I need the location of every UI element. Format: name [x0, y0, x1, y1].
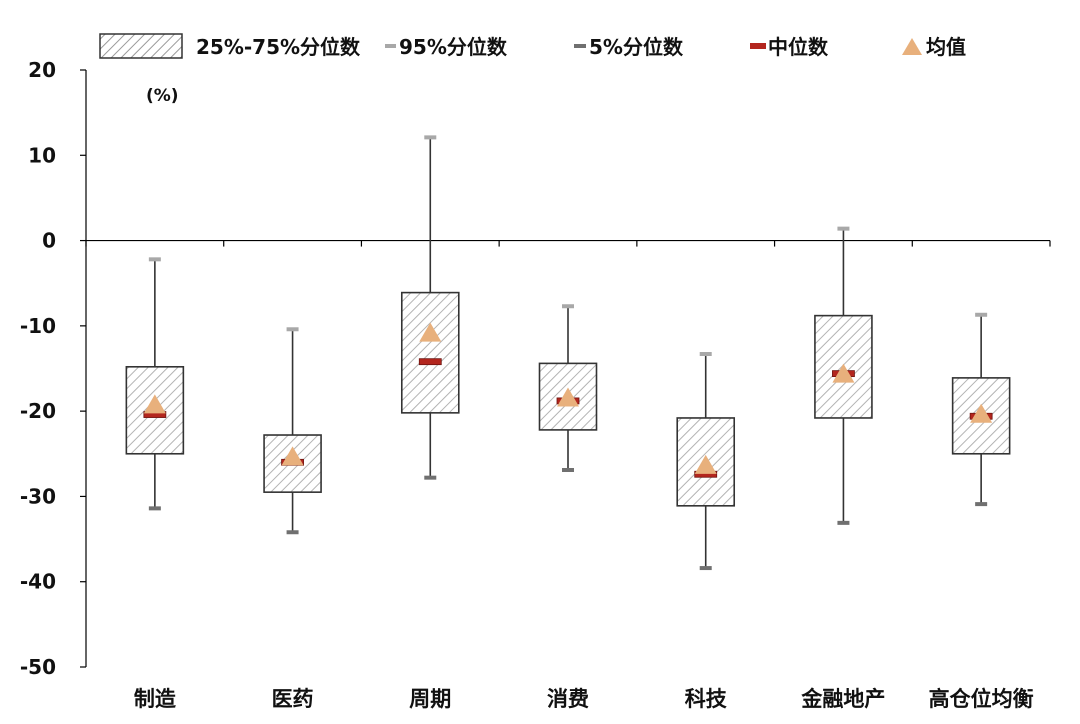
box-group — [676, 352, 736, 571]
category-label: 周期 — [409, 687, 451, 711]
mean-marker — [970, 403, 993, 423]
category-label: 制造 — [134, 687, 177, 711]
boxes — [125, 135, 1011, 571]
category-label: 科技 — [685, 687, 728, 711]
iqr-box — [400, 291, 460, 414]
legend-p5-label: 5%分位数 — [589, 35, 684, 59]
y-tick-label: -30 — [20, 484, 56, 508]
category-label: 金融地产 — [800, 687, 885, 711]
x-axis — [85, 239, 1051, 247]
box-group — [538, 304, 598, 472]
mean-marker — [557, 387, 579, 407]
legend-median-label: 中位数 — [768, 35, 829, 59]
legend-item-p5: 5%分位数 — [574, 35, 684, 59]
category-label: 医药 — [272, 687, 314, 711]
box-group — [951, 312, 1011, 507]
median-marker — [418, 358, 442, 366]
legend-item-mean: 均值 — [902, 35, 966, 59]
legend-item-p95: 95%分位数 — [385, 35, 508, 59]
mean-marker — [143, 394, 166, 414]
unit-label: (%) — [146, 86, 179, 106]
y-tick-label: 0 — [42, 229, 56, 253]
y-tick-label: -50 — [20, 655, 56, 679]
box-group — [263, 327, 322, 535]
legend-median-swatch — [750, 43, 766, 49]
legend-mean-label: 均值 — [926, 35, 966, 59]
box-group — [125, 257, 185, 511]
mean-marker — [419, 322, 442, 342]
y-axis: 20 10 0 -10 -20 -30 -40 -50 — [20, 58, 87, 679]
legend: 25%-75%分位数 95%分位数 5%分位数 中位数 均值 — [99, 33, 966, 59]
legend-item-box: 25%-75%分位数 — [99, 33, 361, 59]
y-tick-label: -20 — [20, 399, 56, 423]
y-tick-label: 20 — [28, 58, 56, 82]
box-group — [400, 135, 460, 480]
category-label: 高仓位均衡 — [929, 687, 1034, 711]
mean-marker — [694, 454, 717, 474]
mean-marker — [281, 446, 304, 466]
legend-box-label: 25%-75%分位数 — [196, 35, 361, 59]
legend-mean-swatch — [902, 38, 922, 55]
y-tick-label: -10 — [20, 314, 56, 338]
y-tick-label: 10 — [28, 143, 56, 167]
legend-p95-label: 95%分位数 — [399, 35, 508, 59]
legend-box-swatch — [99, 33, 183, 59]
category-label: 消费 — [547, 687, 589, 711]
category-labels: 制造 医药 周期 消费 科技 金融地产 高仓位均衡 — [134, 687, 1034, 711]
mean-marker — [832, 363, 855, 383]
legend-item-median: 中位数 — [750, 35, 829, 59]
y-tick-label: -40 — [20, 570, 56, 594]
box-group — [814, 226, 873, 525]
